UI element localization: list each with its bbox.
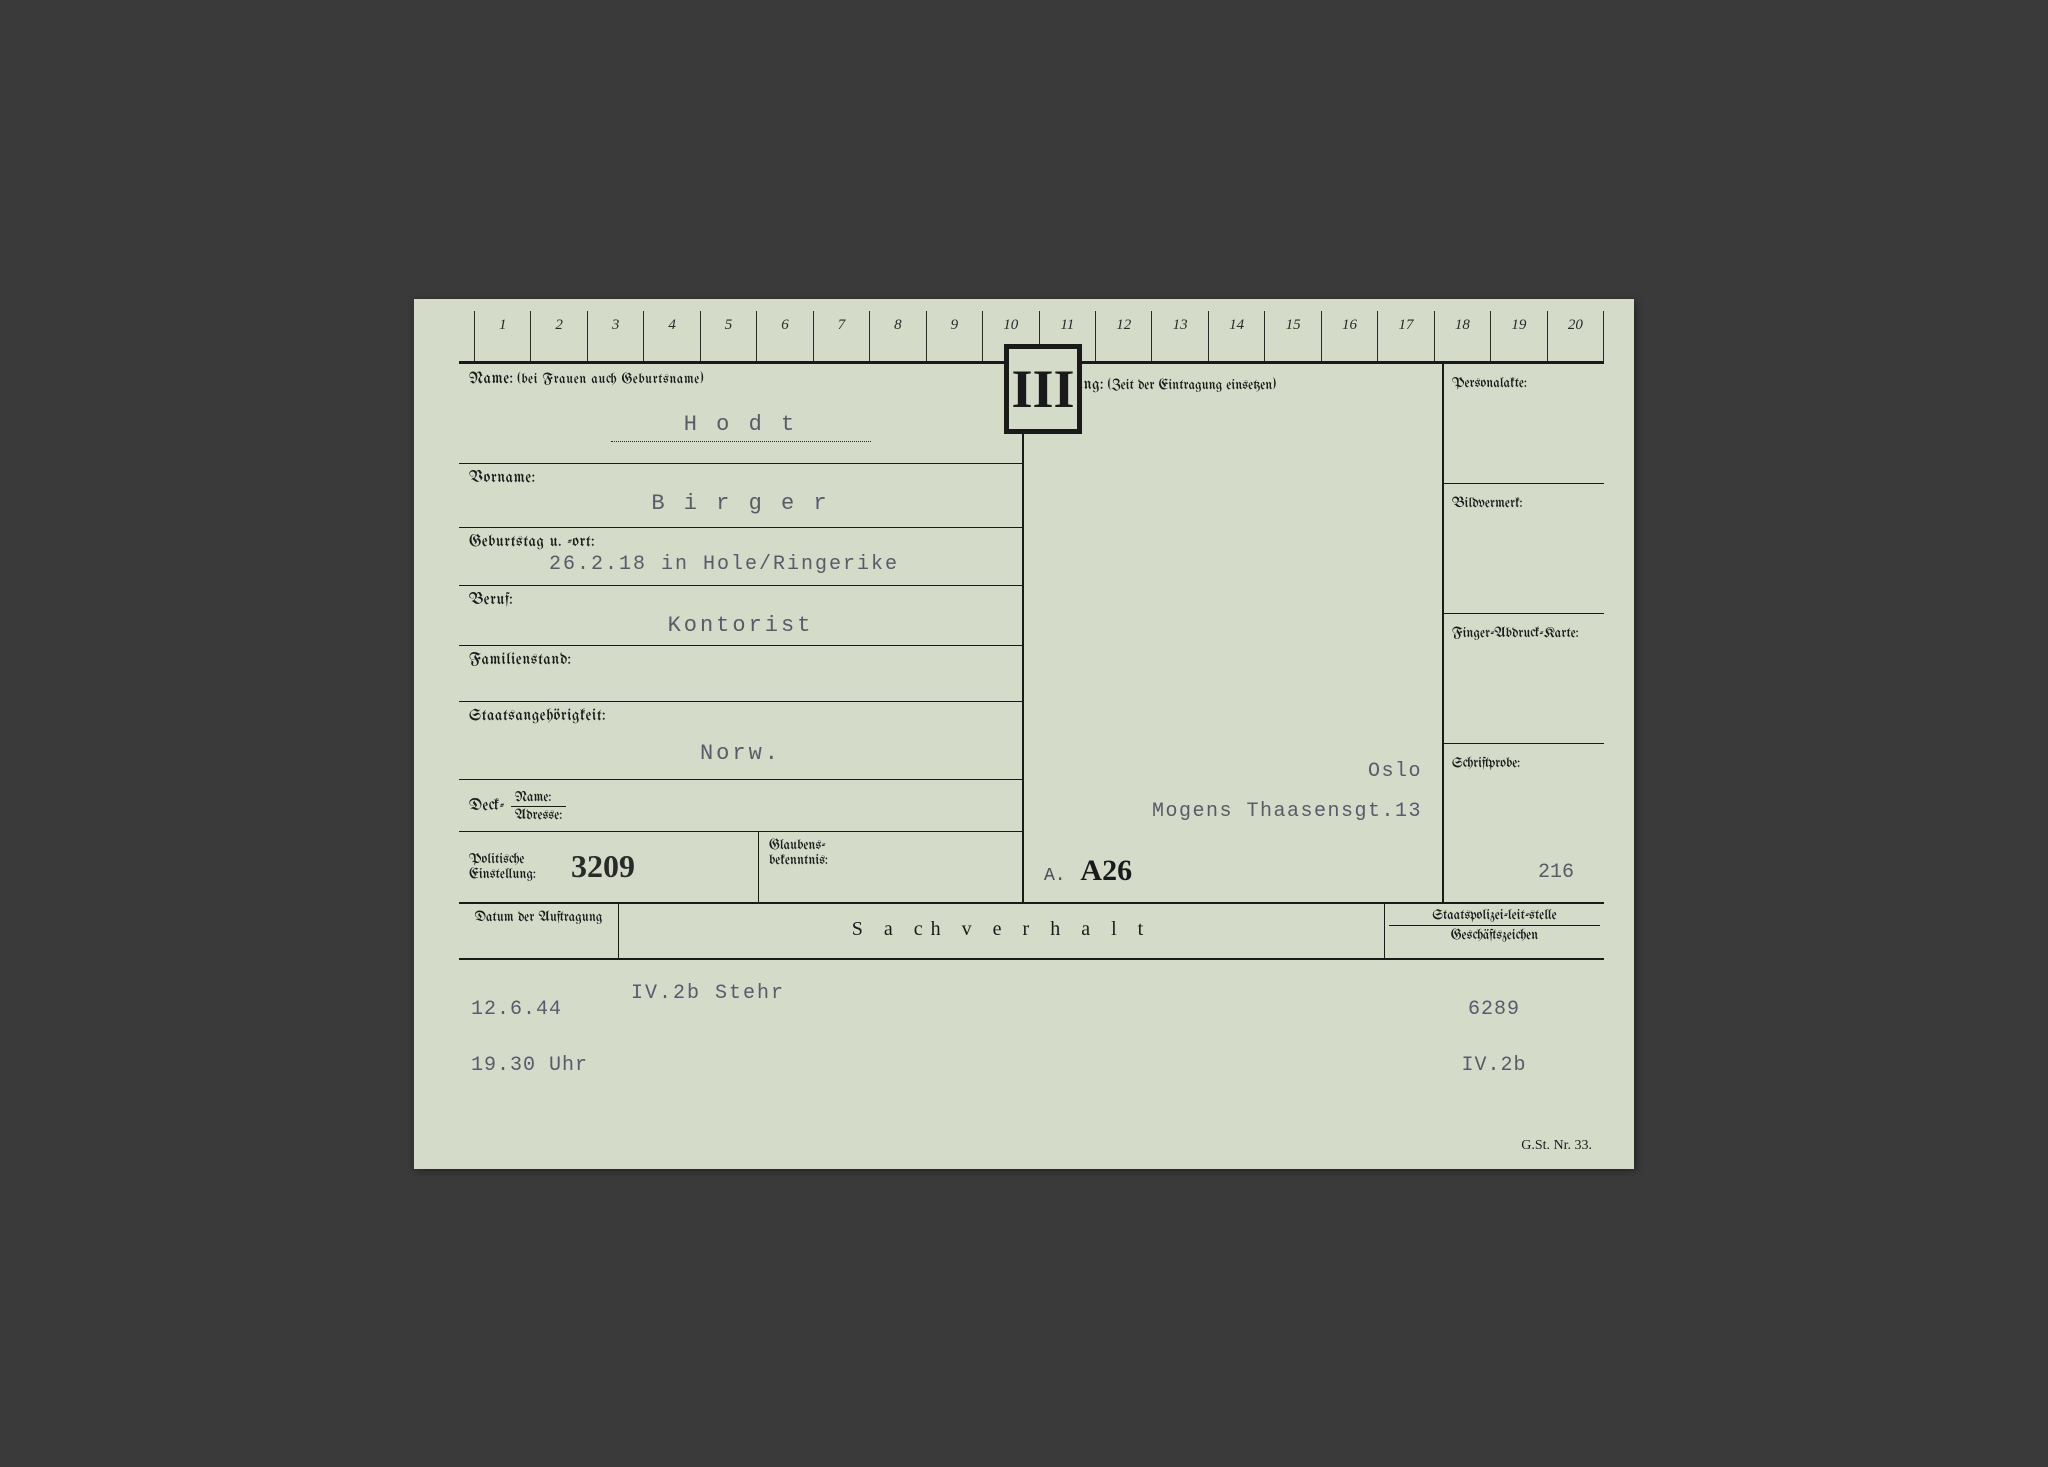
birth-value: 26.2.18 in Hole/Ringerike (469, 551, 1012, 578)
entry-sach: IV.2b Stehr (631, 982, 1372, 1005)
nationality-value: Norw. (469, 737, 1012, 770)
beruf-label: Beruf: (469, 592, 1012, 609)
birth-field: Geburtstag u. -ort: 26.2.18 in Hole/Ring… (459, 528, 1022, 586)
wohnung-field: Wohnung: (Zeit der Eintragung einsetzen) (1024, 364, 1442, 406)
ruler-tick: 20 (1548, 311, 1604, 361)
fingerprint-label: Finger-Abdruck-Karte: (1452, 626, 1579, 641)
name-value: H o d t (611, 408, 871, 442)
a-code: A. A26 (1044, 854, 1132, 888)
schriftprobe-field: Schriftprobe: 216 (1444, 744, 1604, 902)
a-prefix: A. (1044, 866, 1066, 886)
deck-label: Deck- (469, 798, 505, 815)
right-column: Personalakte: Bildvermerk: Finger-Abdruc… (1444, 364, 1604, 902)
entry-date: 12.6.44 (471, 982, 607, 1038)
wohnung-city: Oslo (1152, 752, 1422, 792)
middle-column: Wohnung: (Zeit der Eintragung einsetzen)… (1024, 364, 1444, 902)
header-ref-bottom: Geschäftszeichen (1389, 928, 1600, 943)
beruf-field: Beruf: Kontorist (459, 586, 1022, 646)
header-ref-top: Staatspolizei-leit-stelle (1389, 908, 1600, 926)
main-frame: III Name: (bei Frauen auch Geburtsname) … (459, 361, 1604, 1149)
body-sach-cell: IV.2b Stehr (619, 960, 1384, 1160)
ruler-tick: 9 (927, 311, 983, 361)
table-header: Datum der Auftragung S a ch v e r h a l … (459, 904, 1604, 960)
deck-name-label: Name: (511, 789, 566, 807)
name-hint: (bei Frauen auch Geburtsname) (517, 372, 703, 387)
ruler-tick: 5 (701, 311, 757, 361)
ruler-tick: 4 (644, 311, 700, 361)
ruler-tick: 14 (1209, 311, 1265, 361)
vorname-field: Vorname: B i r g e r (459, 464, 1022, 528)
ruler-tick: 3 (588, 311, 644, 361)
ruler-tick: 18 (1435, 311, 1491, 361)
birth-label: Geburtstag u. -ort: (469, 534, 1012, 551)
personalakte-field: Personalakte: (1444, 364, 1604, 484)
ruler-tick: 13 (1152, 311, 1208, 361)
vorname-label: Vorname: (469, 470, 1012, 487)
body-ref-cell: 6289 IV.2b (1384, 960, 1604, 1160)
schriftprobe-label: Schriftprobe: (1452, 756, 1520, 771)
wohnung-hint: (Zeit der Eintragung einsetzen) (1108, 378, 1276, 393)
personalakte-label: Personalakte: (1452, 376, 1527, 391)
beruf-value: Kontorist (469, 609, 1012, 642)
form-number: G.St. Nr. 33. (1521, 1138, 1592, 1154)
header-sachverhalt: S a ch v e r h a l t (619, 904, 1384, 958)
political-label: Politische Einstellung: (469, 852, 559, 882)
deck-stack: Name: Adresse: (511, 789, 566, 824)
left-column: Name: (bei Frauen auch Geburtsname) H o … (459, 364, 1024, 902)
entry-ref2: IV.2b (1396, 1038, 1592, 1094)
ruler-tick: 6 (757, 311, 813, 361)
ruler-tick: 1 (474, 311, 531, 361)
table-body: 12.6.44 19.30 Uhr IV.2b Stehr 6289 IV.2b… (459, 960, 1604, 1160)
ruler-tick: 17 (1378, 311, 1434, 361)
header-date: Datum der Auftragung (459, 904, 619, 958)
ruler-tick: 7 (814, 311, 870, 361)
schriftprobe-value: 216 (1538, 861, 1574, 884)
fingerprint-field: Finger-Abdruck-Karte: (1444, 614, 1604, 744)
political-row: Politische Einstellung: 3209 Glaubens- b… (459, 832, 1022, 902)
bildvermerk-label: Bildvermerk: (1452, 496, 1522, 511)
wohnung-street: Mogens Thaasensgt.13 (1152, 792, 1422, 832)
upper-section: Name: (bei Frauen auch Geburtsname) H o … (459, 364, 1604, 904)
header-reference: Staatspolizei-leit-stelle Geschäftszeich… (1384, 904, 1604, 958)
familienstand-label: Familienstand: (469, 652, 1012, 669)
roman-numeral-box: III (1004, 344, 1082, 434)
ruler-tick: 15 (1265, 311, 1321, 361)
religion-label: Glaubens- bekenntnis: (769, 838, 869, 868)
wohnung-value: Oslo Mogens Thaasensgt.13 (1152, 752, 1422, 832)
entry-time: 19.30 Uhr (471, 1038, 607, 1094)
ruler-tick: 12 (1096, 311, 1152, 361)
political-value: 3209 (571, 848, 635, 885)
deck-addr-label: Adresse: (511, 807, 566, 824)
ruler-tick: 2 (531, 311, 587, 361)
ruler-tick: 16 (1322, 311, 1378, 361)
entry-ref1: 6289 (1396, 982, 1592, 1038)
name-field: Name: (bei Frauen auch Geburtsname) H o … (459, 364, 1022, 464)
vorname-value: B i r g e r (469, 487, 1012, 520)
nationality-field: Staatsangehörigkeit: Norw. (459, 702, 1022, 780)
a-value: A26 (1080, 854, 1132, 887)
ruler-tick: 19 (1491, 311, 1547, 361)
bildvermerk-field: Bildvermerk: (1444, 484, 1604, 614)
name-label: Name: (469, 371, 513, 388)
ruler-tick: 8 (870, 311, 926, 361)
body-date-cell: 12.6.44 19.30 Uhr (459, 960, 619, 1160)
familienstand-field: Familienstand: (459, 646, 1022, 702)
religion-field: Glaubens- bekenntnis: (759, 832, 1022, 902)
deckname-field: Deck- Name: Adresse: (459, 780, 1022, 832)
index-card: 1 2 3 4 5 6 7 8 9 10 11 12 13 14 15 16 1… (414, 299, 1634, 1169)
nationality-label: Staatsangehörigkeit: (469, 708, 1012, 725)
political-field: Politische Einstellung: 3209 (459, 832, 759, 902)
